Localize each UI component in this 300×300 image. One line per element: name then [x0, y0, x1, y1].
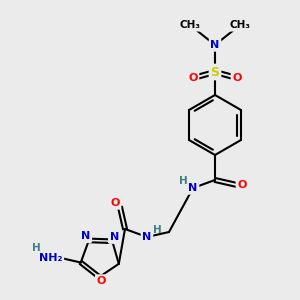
Text: N: N	[188, 183, 198, 193]
Text: O: O	[232, 73, 242, 83]
Text: O: O	[97, 276, 106, 286]
Text: H: H	[178, 176, 188, 186]
Text: O: O	[188, 73, 198, 83]
Text: NH₂: NH₂	[39, 253, 62, 262]
Text: O: O	[237, 180, 247, 190]
Text: N: N	[81, 231, 90, 242]
Text: N: N	[142, 232, 152, 242]
Text: O: O	[110, 198, 120, 208]
Text: CH₃: CH₃	[179, 20, 200, 30]
Text: N: N	[110, 232, 119, 242]
Text: H: H	[32, 242, 41, 253]
Text: S: S	[211, 65, 220, 79]
Text: N: N	[210, 40, 220, 50]
Text: CH₃: CH₃	[230, 20, 250, 30]
Text: H: H	[153, 225, 161, 235]
